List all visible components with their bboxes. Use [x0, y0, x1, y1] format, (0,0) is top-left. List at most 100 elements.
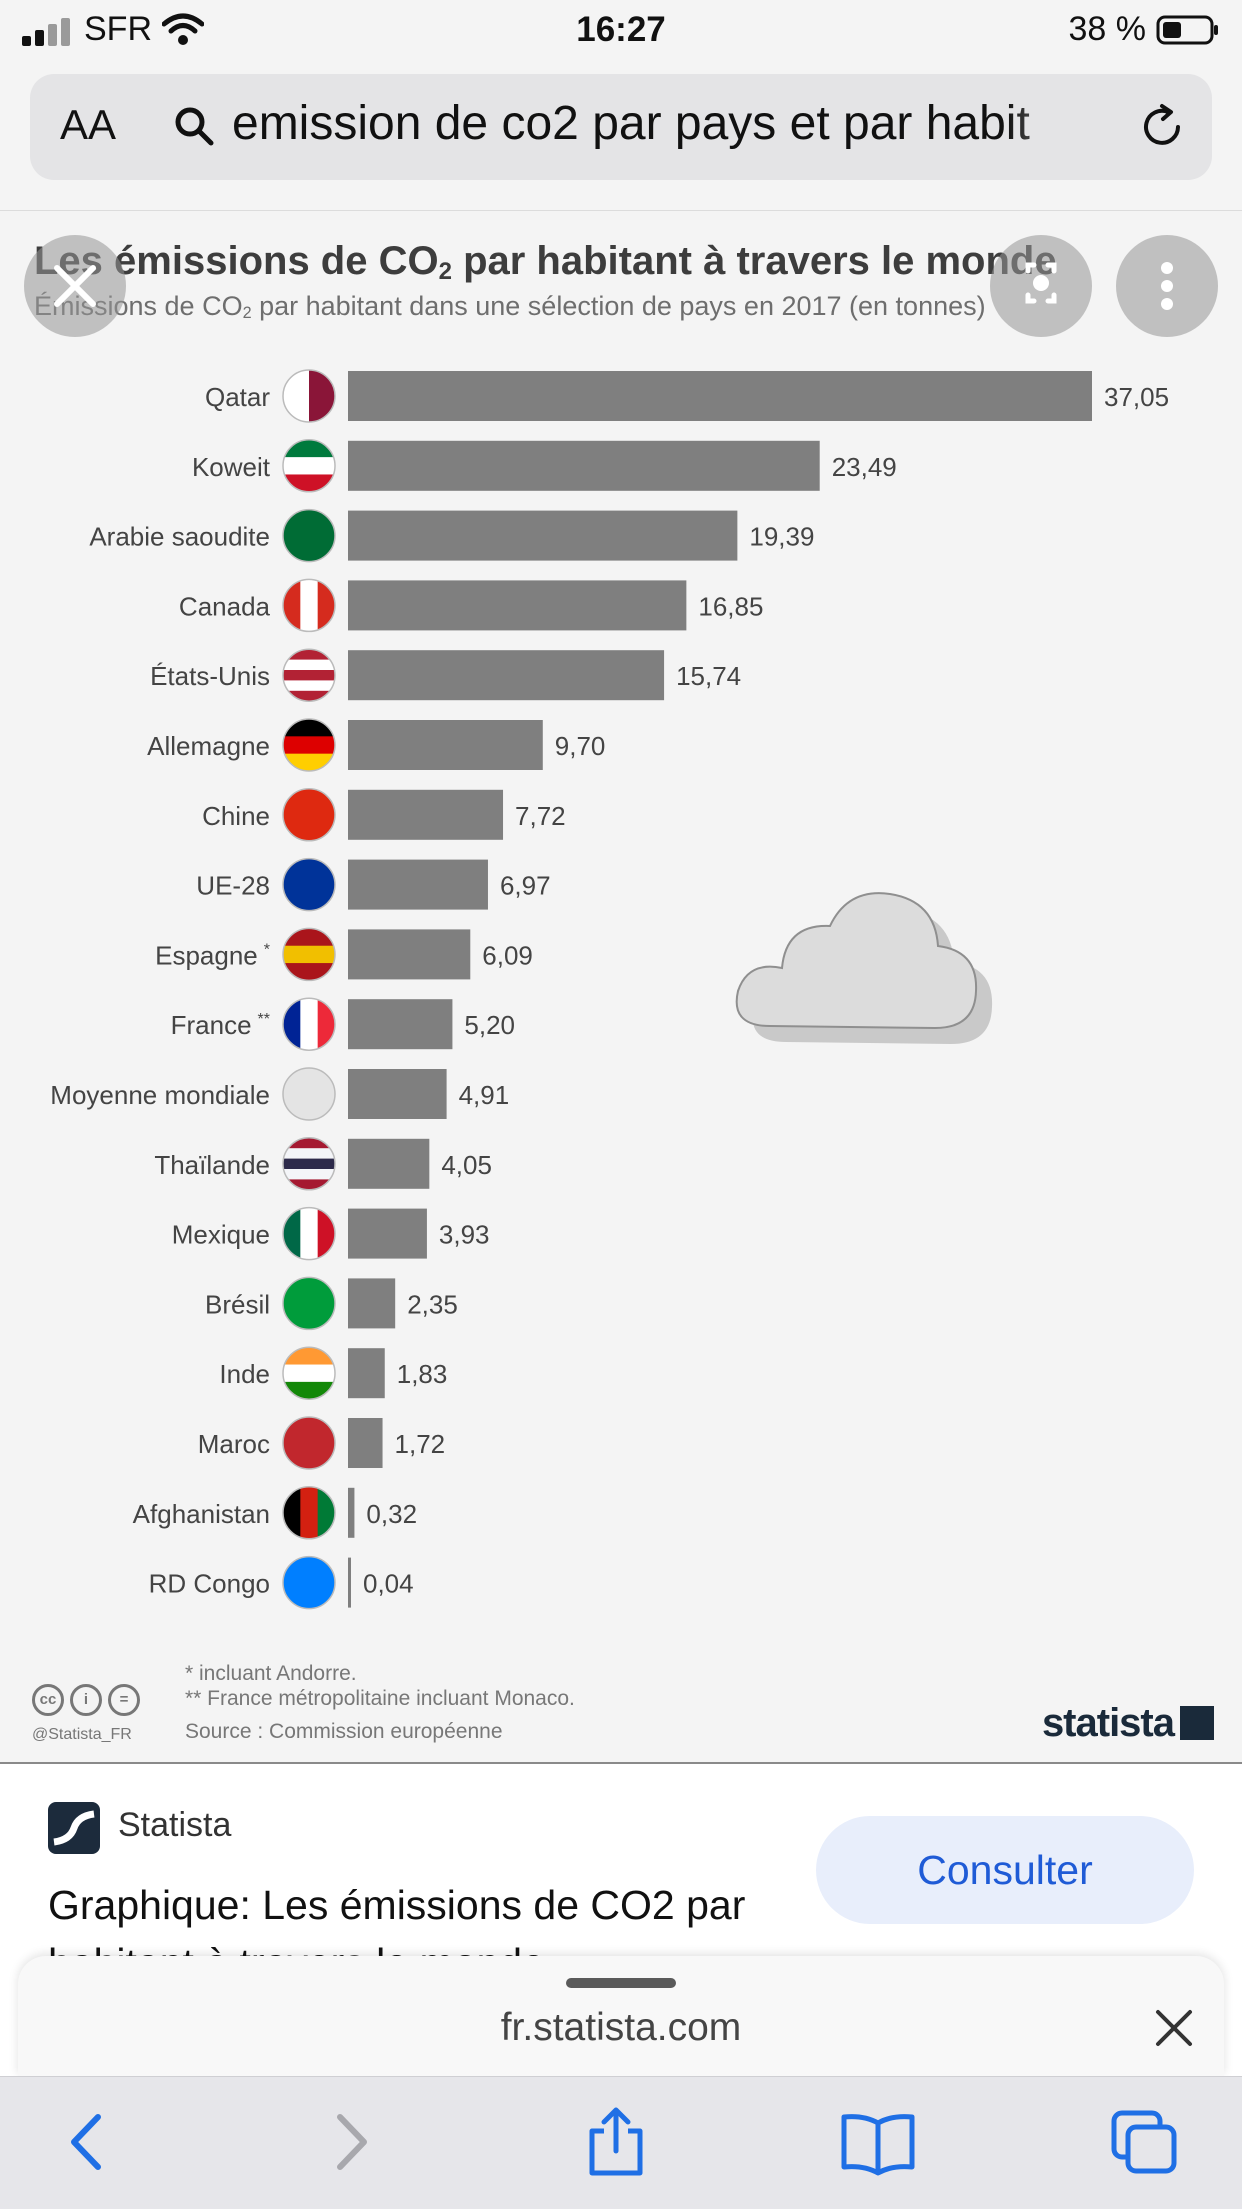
bar: [348, 510, 738, 561]
bar: [348, 1418, 383, 1468]
saudi-arabia-flag-icon: [282, 508, 336, 563]
battery-percentage: 38 %: [1068, 10, 1147, 48]
france-flag-icon: [282, 997, 336, 1051]
value-label: 0,32: [366, 1499, 417, 1529]
bar: [348, 1208, 427, 1259]
china-flag-icon: [282, 788, 336, 842]
category-label: Allemagne: [147, 731, 270, 761]
bar: [348, 720, 543, 770]
forward-icon[interactable]: [312, 2107, 392, 2177]
category-label: Qatar: [205, 382, 270, 412]
search-query[interactable]: emission de co2 par pays et par habit: [232, 97, 1030, 150]
bar: [348, 650, 665, 701]
source-domain[interactable]: fr.statista.com: [500, 2006, 742, 2049]
bookmarks-icon[interactable]: [838, 2107, 918, 2177]
morocco-flag-icon: [282, 1416, 336, 1470]
bar: [348, 580, 687, 631]
battery-icon: [1156, 15, 1218, 45]
category-label: États-Unis: [150, 661, 270, 691]
mexico-flag-icon: [282, 1206, 336, 1261]
category-label: Inde: [219, 1359, 270, 1389]
search-icon: [175, 107, 214, 146]
reload-icon[interactable]: [1138, 102, 1188, 152]
value-label: 1,83: [397, 1359, 448, 1389]
clock: 16:27: [576, 10, 666, 49]
value-label: 7,72: [515, 801, 566, 831]
close-lens-button[interactable]: [24, 235, 126, 337]
cellular-signal-icon: [22, 16, 78, 46]
value-label: 3,93: [439, 1220, 490, 1250]
back-icon[interactable]: [46, 2107, 126, 2177]
value-label: 6,97: [500, 871, 551, 901]
bar-chart: Qatar 37,05 Koweit 23,49 Arabie saoudite 19,3…: [50, 369, 1169, 1610]
footnotes: * incluant Andorre. ** France métropolit…: [185, 1662, 575, 1743]
bar: [348, 1348, 385, 1399]
category-label: Brésil: [205, 1289, 270, 1319]
source-sheet[interactable]: fr.statista.com: [18, 1956, 1224, 2076]
bar: [348, 1487, 355, 1538]
value-label: 19,39: [749, 522, 814, 552]
status-bar: SFR 16:27 38 %: [0, 0, 1242, 62]
bar: [348, 789, 504, 840]
category-label: Espagne *: [155, 940, 270, 970]
value-label: 9,70: [555, 731, 606, 761]
more-options-button[interactable]: [1116, 235, 1218, 337]
category-label: Moyenne mondiale: [50, 1080, 270, 1110]
creative-commons-icons: cc i =: [32, 1684, 146, 1716]
category-label: Afghanistan: [133, 1499, 270, 1529]
category-label: Chine: [202, 801, 270, 831]
value-label: 2,35: [407, 1289, 458, 1319]
dr-congo-flag-icon: [282, 1555, 336, 1610]
lens-button[interactable]: [990, 235, 1092, 337]
bar: [348, 371, 1092, 421]
close-icon: [54, 265, 96, 307]
share-icon[interactable]: [576, 2107, 656, 2177]
category-label: Canada: [179, 591, 271, 621]
address-bar[interactable]: AA emission de co2 par pays et par habit: [30, 74, 1212, 180]
spain-flag-icon: [282, 927, 336, 982]
germany-flag-icon: [282, 718, 336, 772]
tabs-icon[interactable]: [1104, 2107, 1184, 2177]
category-label: France **: [171, 1010, 270, 1040]
value-label: 0,04: [363, 1569, 414, 1599]
category-label: Arabie saoudite: [89, 522, 270, 552]
text-size-button[interactable]: AA: [60, 101, 117, 148]
bar: [348, 1278, 396, 1329]
category-label: Koweit: [192, 452, 271, 482]
bar: [348, 929, 471, 980]
bar: [348, 859, 488, 910]
value-label: 23,49: [832, 452, 897, 482]
value-label: 6,09: [482, 940, 533, 970]
bar: [348, 1069, 447, 1119]
value-label: 1,72: [395, 1429, 446, 1459]
bar: [348, 1138, 430, 1189]
usa-flag-icon: [282, 648, 336, 702]
india-flag-icon: [282, 1346, 336, 1400]
category-label: Maroc: [198, 1429, 270, 1459]
consult-button[interactable]: Consulter: [816, 1816, 1194, 1924]
bar: [348, 999, 453, 1050]
qatar-flag-icon: [282, 369, 336, 423]
value-label: 16,85: [698, 591, 763, 621]
more-vertical-icon: [1161, 262, 1173, 310]
close-icon[interactable]: [1152, 2006, 1196, 2050]
globe-icon: [282, 1067, 336, 1121]
result-card[interactable]: Statista Graphique: Les émissions de CO2…: [0, 1764, 1242, 1986]
lens-icon: [1025, 262, 1057, 304]
category-label: RD Congo: [149, 1569, 270, 1599]
statista-logo: statista: [1042, 1701, 1214, 1746]
afghanistan-flag-icon: [282, 1486, 336, 1540]
thailand-flag-icon: [282, 1137, 336, 1191]
browser-toolbar: [0, 2076, 1242, 2209]
value-label: 4,05: [441, 1150, 492, 1180]
infographic-image[interactable]: Les émissions de CO2 par habitant à trav…: [0, 211, 1242, 1764]
value-label: 4,91: [459, 1080, 510, 1110]
cloud-icon: [735, 892, 993, 1044]
eu-flag-icon: [282, 857, 336, 912]
wifi-icon: [162, 13, 204, 45]
sheet-grabber[interactable]: [566, 1978, 676, 1988]
brazil-flag-icon: [282, 1276, 336, 1331]
site-name: Statista: [118, 1806, 232, 1844]
statista-handle: @Statista_FR: [32, 1726, 132, 1743]
category-label: Thaïlande: [154, 1150, 270, 1180]
